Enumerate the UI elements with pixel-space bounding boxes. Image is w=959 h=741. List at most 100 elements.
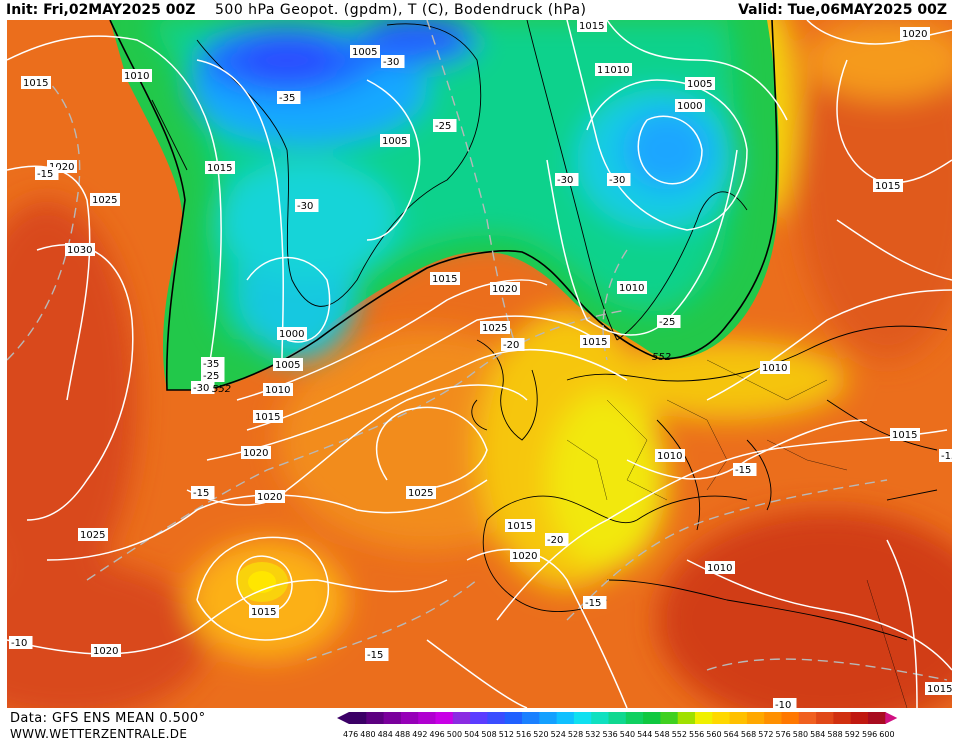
colorbar-tick-label: 504: [464, 730, 479, 739]
isobar-label: 1015: [207, 163, 232, 174]
isobar-label-bg: [90, 193, 120, 206]
colorbar-tick-label: 580: [793, 730, 808, 739]
colorbar-swatch: [764, 712, 782, 724]
isotherm-label-bg: [773, 698, 797, 708]
isotherm-label-bg: [191, 381, 215, 394]
isotherm-label: -35: [203, 359, 219, 370]
colorbar-tick-label: 516: [516, 730, 531, 739]
isobar-label-bg: [577, 20, 607, 32]
isotherm-label-bg: [939, 449, 952, 462]
colorbar-swatch: [816, 712, 834, 724]
source-url: WWW.WETTERZENTRALE.DE: [10, 727, 188, 741]
colorbar-swatch: [504, 712, 523, 724]
isobar-label: 1010: [619, 283, 644, 294]
isobar-label: 1010: [265, 385, 290, 396]
colorbar: 476 480 484 488 492 496 500 504 508 512 516 520 524 5…: [337, 712, 898, 739]
isotherm-label-bg: [35, 167, 59, 180]
isotherm-label: -15: [37, 169, 53, 180]
colorbar-swatch: [400, 712, 419, 724]
isobar-label-bg: [480, 321, 510, 334]
isotherm-label-bg: [555, 173, 579, 186]
colorbar-swatch: [487, 712, 506, 724]
isobar-label-bg: [21, 76, 51, 89]
colorbar-tick-label: 548: [654, 730, 669, 739]
isobar-label-bg: [277, 327, 307, 340]
colorbar-tick-label: 540: [620, 730, 635, 739]
isotherm-label-bg: [607, 173, 631, 186]
isotherm-label: -10: [11, 638, 27, 649]
colorbar-swatch: [470, 712, 488, 724]
isobar-label-bg: [249, 605, 279, 618]
isobar-label: 1020: [93, 646, 118, 657]
isobar-label: 1020: [49, 162, 74, 173]
isotherm-label: -20: [547, 535, 563, 546]
isobar-label: 1005: [275, 360, 300, 371]
isobar-label-bg: [602, 63, 632, 76]
isotherm-label-bg: [191, 486, 215, 499]
colorbar-swatch: [539, 712, 558, 724]
isotherm-label: -15: [193, 488, 209, 499]
isotherm-label: -25: [435, 121, 451, 132]
isobar-label: 1010: [604, 65, 629, 76]
colorbar-swatch: [729, 712, 748, 724]
colorbar-tick-label: 552: [672, 730, 687, 739]
colorbar-tick-label: 528: [568, 730, 583, 739]
isobars: [7, 20, 952, 708]
colorbar-swatch: [746, 712, 765, 724]
isobar-label-bg: [505, 519, 535, 532]
isotherms: [7, 20, 948, 681]
init-time: Init: Fri,02MAY2025 00Z: [6, 2, 196, 18]
isotherm-label: -30: [383, 57, 399, 68]
isobar-label: 1020: [512, 551, 537, 562]
isobar-label-bg: [900, 27, 930, 40]
colorbar-tick-label: 536: [603, 730, 618, 739]
colorbar-swatch: [833, 712, 852, 724]
isobar-label-bg: [255, 490, 285, 503]
colorbar-swatch: [660, 712, 679, 724]
isobar-label-bg: [430, 272, 460, 285]
coastlines: [151, 20, 948, 641]
colorbar-tick-label: 532: [585, 730, 600, 739]
isobar-label: 1015: [432, 274, 457, 285]
isotherm-label: -20: [503, 340, 519, 351]
isobar-label-bg: [122, 69, 152, 82]
isotherm-label: -30: [297, 201, 313, 212]
colorbar-tick-label: 520: [533, 730, 548, 739]
isobar-label: 1020: [902, 29, 927, 40]
isotherm-label-bg: [365, 648, 389, 661]
colorbar-tick-label: 484: [378, 730, 393, 739]
isobar-label: 1025: [482, 323, 507, 334]
colorbar-max-arrow: [885, 712, 898, 724]
isobar-label: 1025: [92, 195, 117, 206]
isobar-label-bg: [91, 644, 121, 657]
colorbar-swatch: [798, 712, 817, 724]
isobar-label-bg: [380, 134, 410, 147]
isobar-label-bg: [78, 528, 108, 541]
isobar-label: 1010: [124, 71, 149, 82]
isotherm-label-bg: [201, 357, 225, 370]
colorbar-tick-label: 496: [430, 730, 445, 739]
contour-552-label: 552: [652, 352, 671, 363]
isobar-label-bg: [580, 335, 610, 348]
isobar-label-bg: [617, 281, 647, 294]
colorbar-tick-label: 600: [879, 730, 894, 739]
colorbar-swatch: [868, 712, 886, 724]
colorbar-tick-label: 588: [827, 730, 842, 739]
colorbar-swatch: [643, 712, 661, 724]
isobar-label: 1015: [23, 78, 48, 89]
colorbar-tick-label: 556: [689, 730, 704, 739]
colorbar-swatch: [452, 712, 471, 724]
isobar-label: 1015: [892, 430, 917, 441]
isobar-label: 1015: [927, 684, 952, 695]
isobar-label: 1015: [579, 21, 604, 32]
isotherm-label: -25: [203, 371, 219, 382]
isobar-label: 1000: [279, 329, 304, 340]
isobar-label: 1020: [257, 492, 282, 503]
isotherm-label: -15: [367, 650, 383, 661]
isotherm-label-bg: [9, 636, 33, 649]
isobar-label-bg: [510, 549, 540, 562]
colorbar-swatch: [556, 712, 575, 724]
colorbar-tick-label: 576: [776, 730, 791, 739]
isobar-label-bg: [350, 45, 380, 58]
isotherm-label: -15: [585, 598, 601, 609]
